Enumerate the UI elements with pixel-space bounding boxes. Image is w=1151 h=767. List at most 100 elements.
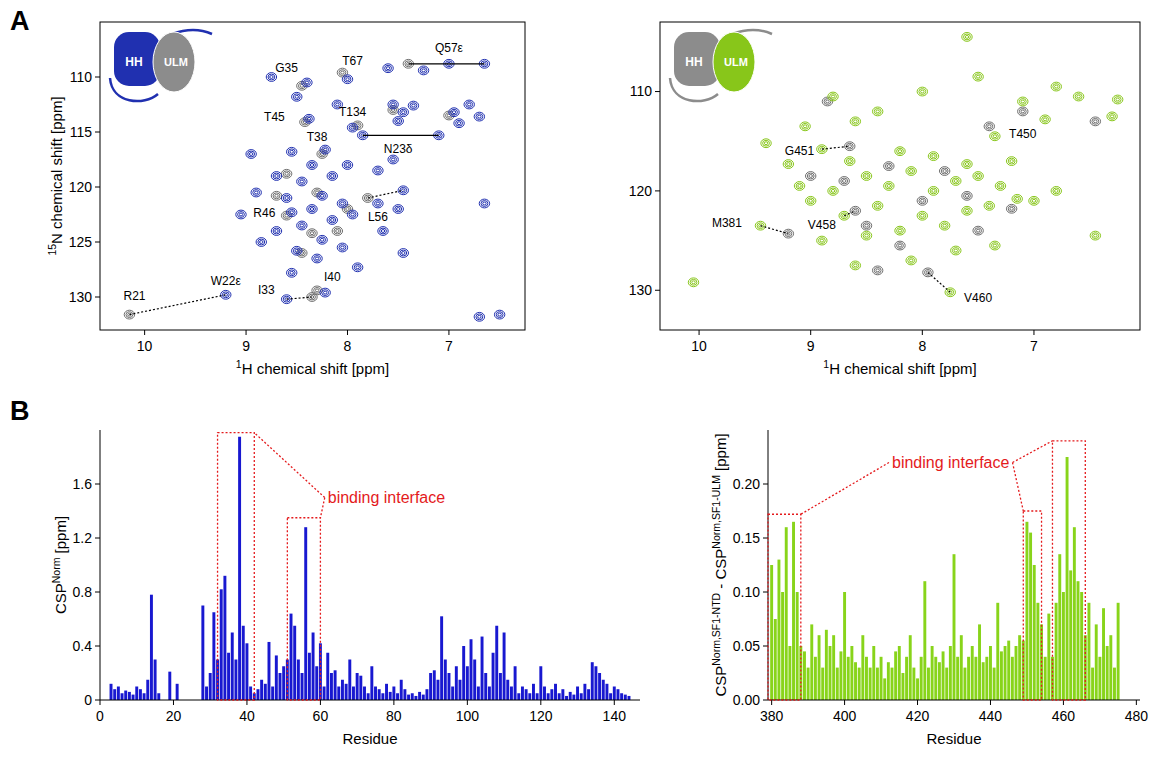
bar — [960, 635, 963, 700]
contour — [275, 175, 278, 178]
contour — [932, 155, 935, 158]
contour — [787, 232, 790, 235]
x-axis-title: 1H chemical shift [ppm] — [823, 358, 976, 377]
contour — [909, 259, 912, 262]
peak — [256, 238, 266, 247]
contour — [347, 123, 357, 132]
bar — [949, 646, 952, 700]
peak — [1090, 117, 1100, 126]
peak — [408, 101, 418, 110]
bar — [880, 657, 883, 700]
y-tick-label: 0.4 — [73, 638, 93, 654]
peak — [783, 229, 793, 238]
y-tick-label: 0.15 — [733, 530, 760, 546]
bar — [1066, 457, 1069, 700]
peak — [342, 75, 352, 84]
peak — [352, 263, 362, 272]
contour — [884, 182, 894, 191]
bar — [521, 687, 524, 701]
bar — [330, 673, 333, 700]
bar — [818, 635, 821, 700]
bar — [525, 689, 528, 700]
contour — [342, 75, 352, 84]
text-part: H chemical shift [ppm] — [242, 360, 390, 377]
bar — [326, 653, 329, 700]
y-axis-title: 15N chemical shift [ppm] — [46, 96, 65, 255]
bar — [271, 687, 274, 701]
contour — [337, 243, 347, 252]
peak — [304, 114, 314, 123]
contour — [1010, 207, 1013, 210]
contour — [874, 109, 881, 115]
contour — [332, 227, 342, 236]
contour — [809, 199, 812, 202]
contour — [1107, 112, 1117, 121]
bar — [894, 651, 897, 700]
peak — [494, 310, 504, 319]
panel-letter: A — [10, 6, 30, 36]
contour — [964, 208, 971, 214]
peak-label: G35 — [275, 61, 298, 75]
peak-label: V460 — [964, 291, 992, 305]
bar — [891, 668, 894, 700]
bar — [400, 680, 403, 700]
contour — [993, 135, 996, 138]
text-part: [ppm] — [52, 516, 69, 558]
y-tick-label: 120 — [629, 183, 653, 199]
contour — [906, 167, 916, 176]
plot-area — [688, 33, 1123, 297]
connector — [408, 63, 484, 64]
contour — [1116, 98, 1119, 101]
contour — [306, 116, 313, 122]
bar — [839, 651, 842, 700]
contour — [874, 203, 881, 209]
contour — [1053, 188, 1060, 194]
peak — [1090, 231, 1100, 240]
peak — [302, 78, 312, 87]
peak — [845, 157, 855, 166]
x-tick-label: 40 — [239, 708, 255, 724]
bar — [154, 660, 157, 701]
contour — [454, 119, 464, 128]
contour — [396, 208, 399, 211]
contour — [965, 163, 968, 166]
contour — [329, 173, 336, 179]
contour — [964, 161, 971, 167]
binding-region — [768, 514, 801, 700]
peak — [327, 216, 337, 225]
bar — [901, 673, 904, 700]
contour — [346, 164, 349, 167]
contour — [374, 201, 381, 207]
contour — [919, 198, 926, 204]
x-tick-label: 7 — [445, 338, 453, 354]
contour — [962, 206, 972, 215]
peak — [917, 196, 927, 205]
peak — [939, 221, 949, 230]
contour — [854, 264, 857, 267]
contour — [993, 244, 996, 247]
contour — [329, 217, 336, 223]
bar — [495, 626, 498, 700]
contour — [341, 202, 344, 205]
contour — [481, 201, 488, 207]
contour — [307, 161, 317, 170]
x-tick — [614, 700, 615, 705]
peak — [398, 108, 408, 117]
contour — [402, 111, 405, 114]
contour — [951, 177, 961, 186]
contour — [283, 195, 290, 201]
bar — [312, 633, 315, 701]
y-tick-label: 110 — [70, 69, 93, 85]
bar — [620, 693, 623, 700]
x-tick — [922, 330, 923, 335]
peak — [973, 226, 983, 235]
bar — [602, 680, 605, 700]
contour — [349, 212, 356, 218]
x-axis-title: Residue — [926, 730, 981, 747]
contour — [783, 229, 793, 238]
bar — [499, 673, 502, 700]
contour — [805, 172, 815, 181]
peak-label: M381 — [712, 216, 742, 230]
y-tick — [95, 242, 100, 243]
contour — [861, 221, 871, 230]
